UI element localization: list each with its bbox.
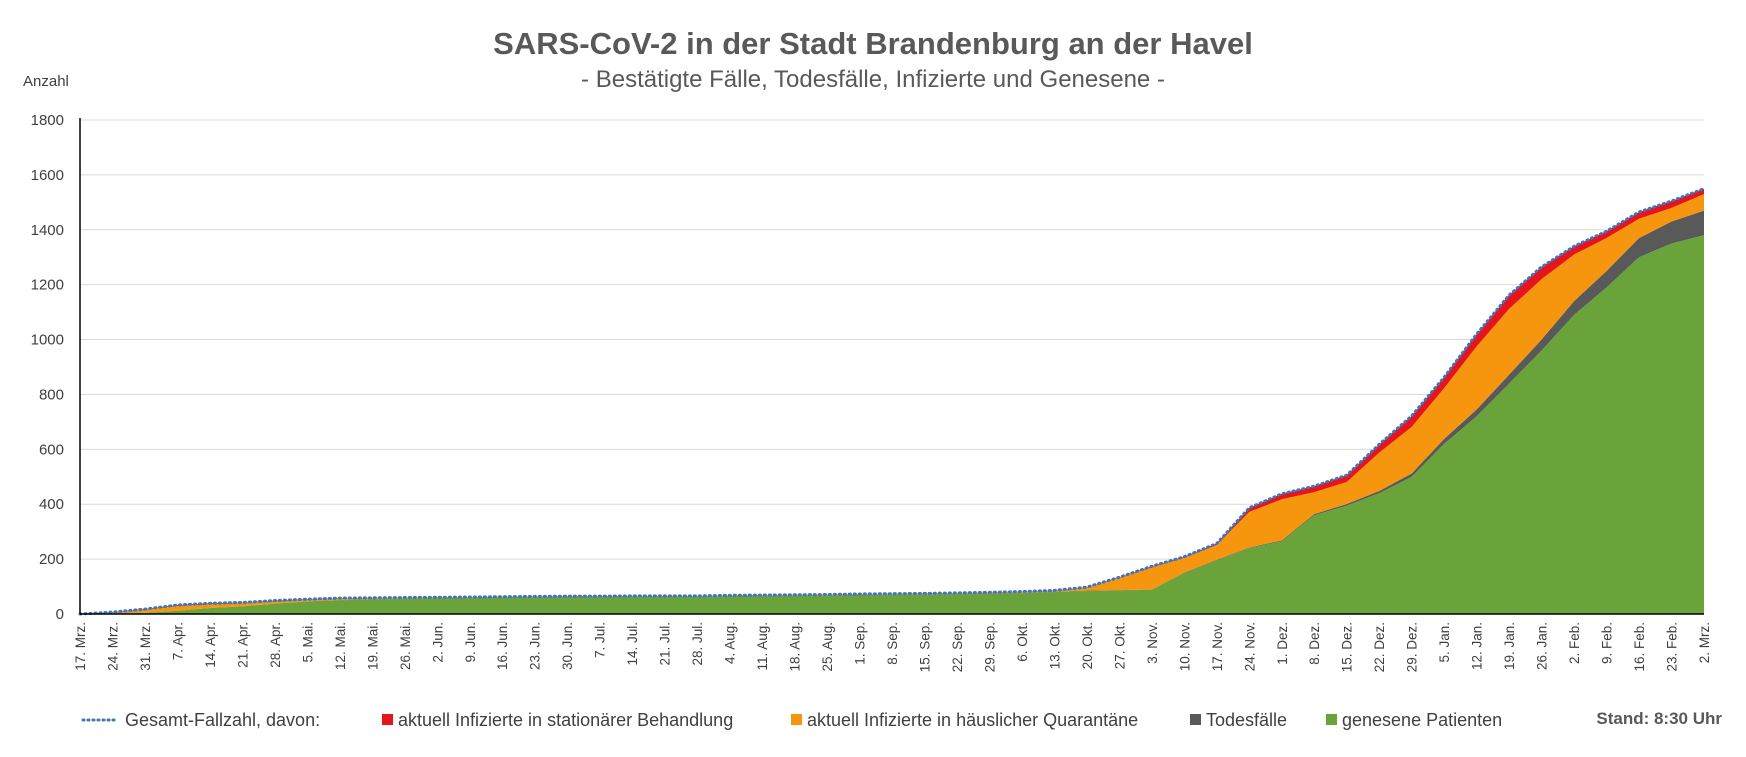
y-tick-labels: 0 200 400 600 800 1000 1200 1400 1600 1800 bbox=[31, 112, 64, 623]
x-tick-label: 5. Jan. bbox=[1437, 622, 1452, 663]
gridlines bbox=[80, 119, 1704, 560]
chart-subtitle: - Bestätigte Fälle, Todesfälle, Infizier… bbox=[581, 66, 1165, 93]
y-tick-label: 600 bbox=[39, 441, 64, 458]
x-tick-label: 2. Feb. bbox=[1567, 622, 1582, 664]
x-tick-label: 29. Sep. bbox=[982, 622, 997, 672]
y-tick-label: 800 bbox=[39, 386, 64, 403]
x-tick-label: 21. Jul. bbox=[658, 622, 673, 666]
x-tick-label: 21. Apr. bbox=[235, 622, 250, 668]
x-tick-label: 30. Jun. bbox=[560, 622, 575, 670]
x-tick-label: 16. Feb. bbox=[1632, 622, 1647, 672]
x-tick-label: 26. Jan. bbox=[1535, 622, 1550, 670]
area-series bbox=[80, 188, 1704, 615]
x-tick-label: 19. Mai. bbox=[365, 622, 380, 670]
x-tick-label: 12. Mai. bbox=[333, 622, 348, 670]
x-tick-label: 14. Jul. bbox=[625, 622, 640, 666]
x-tick-label: 28. Apr. bbox=[268, 622, 283, 668]
x-tick-label: 28. Jul. bbox=[690, 622, 705, 666]
x-tick-label: 25. Aug. bbox=[820, 622, 835, 672]
x-tick-label: 9. Jun. bbox=[463, 622, 478, 663]
x-tick-label: 20. Okt. bbox=[1080, 622, 1095, 669]
axes bbox=[79, 118, 1704, 615]
legend-marker bbox=[1326, 714, 1337, 725]
x-tick-label: 15. Dez. bbox=[1340, 622, 1355, 672]
legend-marker bbox=[1190, 714, 1201, 725]
legend: Gesamt-Fallzahl, davon: aktuell Infiziert… bbox=[81, 710, 1502, 730]
x-tick-label: 2. Jun. bbox=[430, 622, 445, 663]
y-axis-label: Anzahl bbox=[23, 73, 69, 90]
y-tick-label: 1400 bbox=[31, 222, 64, 239]
legend-label: aktuell Infizierte in häuslicher Quarant… bbox=[807, 710, 1138, 730]
y-tick-label: 1000 bbox=[31, 332, 64, 349]
x-tick-label: 1. Sep. bbox=[853, 622, 868, 665]
x-tick-label: 7. Jul. bbox=[593, 622, 608, 658]
x-tick-label: 12. Jan. bbox=[1470, 622, 1485, 670]
x-tick-label: 16. Jun. bbox=[495, 622, 510, 670]
x-tick-label: 23. Feb. bbox=[1665, 622, 1680, 672]
y-tick-label: 1600 bbox=[31, 167, 64, 184]
x-tick-label: 13. Okt. bbox=[1047, 622, 1062, 669]
x-tick-label: 19. Jan. bbox=[1502, 622, 1517, 670]
x-tick-label: 24. Mrz. bbox=[105, 622, 120, 671]
x-tick-label: 6. Okt. bbox=[1015, 622, 1030, 662]
x-tick-label: 1. Dez. bbox=[1275, 622, 1290, 665]
x-tick-label: 17. Nov. bbox=[1210, 622, 1225, 671]
total-line bbox=[78, 187, 1706, 616]
x-tick-label: 18. Aug. bbox=[788, 622, 803, 672]
x-tick-label: 24. Nov. bbox=[1242, 622, 1257, 671]
legend-marker bbox=[382, 714, 393, 725]
legend-marker bbox=[791, 714, 802, 725]
area-series bbox=[80, 235, 1704, 614]
x-tick-label: 15. Sep. bbox=[917, 622, 932, 672]
x-tick-label: 27. Okt. bbox=[1112, 622, 1127, 669]
legend-label: genesene Patienten bbox=[1342, 710, 1502, 730]
x-tick-label: 23. Jun. bbox=[528, 622, 543, 670]
x-tick-label: 22. Sep. bbox=[950, 622, 965, 672]
chart-title: SARS-CoV-2 in der Stadt Brandenburg an d… bbox=[493, 26, 1253, 61]
x-tick-label: 31. Mrz. bbox=[138, 622, 153, 671]
x-tick-label: 10. Nov. bbox=[1177, 622, 1192, 671]
area-series bbox=[80, 194, 1704, 614]
stand-label: Stand: 8:30 Uhr bbox=[1596, 709, 1722, 728]
x-tick-label: 14. Apr. bbox=[203, 622, 218, 668]
x-tick-label: 26. Mai. bbox=[398, 622, 413, 670]
total-series bbox=[78, 187, 1706, 616]
legend-label: aktuell Infizierte in stationärer Behand… bbox=[398, 710, 733, 730]
y-tick-label: 1800 bbox=[31, 112, 64, 129]
x-tick-label: 3. Nov. bbox=[1145, 622, 1160, 664]
x-tick-labels: 17. Mrz. 24. Mrz. 31. Mrz. 7. Apr. 14. Apr. 2… bbox=[73, 622, 1712, 672]
x-tick-label: 7. Apr. bbox=[170, 622, 185, 660]
y-tick-label: 400 bbox=[39, 496, 64, 513]
x-tick-label: 9. Feb. bbox=[1600, 622, 1615, 664]
x-tick-label: 2. Mrz. bbox=[1697, 622, 1712, 663]
x-tick-label: 29. Dez. bbox=[1405, 622, 1420, 672]
y-tick-label: 1200 bbox=[31, 277, 64, 294]
y-tick-label: 200 bbox=[39, 551, 64, 568]
x-tick-label: 8. Sep. bbox=[885, 622, 900, 665]
x-tick-label: 5. Mai. bbox=[300, 622, 315, 663]
y-tick-label: 0 bbox=[56, 606, 64, 623]
x-tick-label: 22. Dez. bbox=[1372, 622, 1387, 672]
legend-label: Gesamt-Fallzahl, davon: bbox=[125, 710, 320, 730]
x-tick-label: 4. Aug. bbox=[723, 622, 738, 664]
x-tick-label: 17. Mrz. bbox=[73, 622, 88, 671]
x-tick-label: 11. Aug. bbox=[755, 622, 770, 671]
x-tick-label: 8. Dez. bbox=[1307, 622, 1322, 665]
legend-label: Todesfälle bbox=[1206, 710, 1287, 730]
